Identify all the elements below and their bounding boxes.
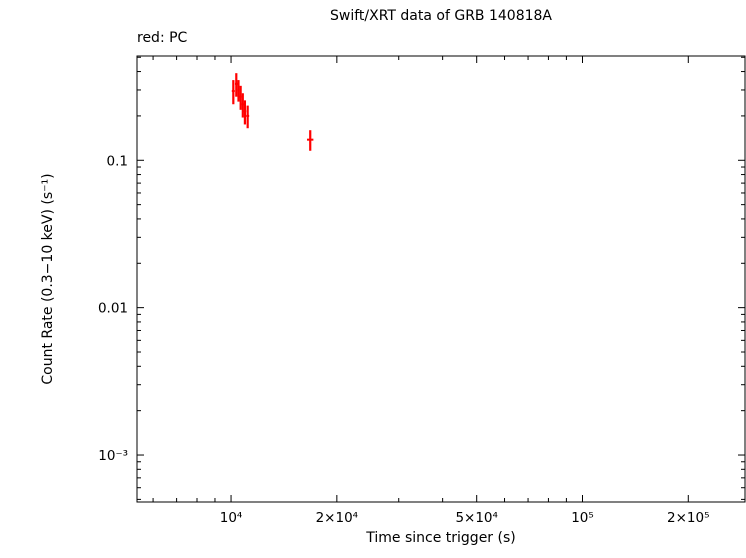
x-tick-label: 10⁴ bbox=[220, 510, 243, 526]
x-tick-label: 2×10⁴ bbox=[316, 510, 359, 526]
x-tick-label: 2×10⁵ bbox=[667, 510, 710, 526]
y-tick-label: 0.1 bbox=[107, 153, 128, 169]
legend-label: red: PC bbox=[137, 30, 188, 46]
plot-frame bbox=[136, 55, 746, 503]
x-axis-label: Time since trigger (s) bbox=[366, 530, 516, 546]
y-tick-label: 0.01 bbox=[98, 301, 128, 317]
chart-title: Swift/XRT data of GRB 140818A bbox=[330, 8, 552, 24]
y-tick-label: 10⁻³ bbox=[98, 448, 128, 464]
x-tick-label: 10⁵ bbox=[571, 510, 594, 526]
x-tick-label: 5×10⁴ bbox=[455, 510, 498, 526]
